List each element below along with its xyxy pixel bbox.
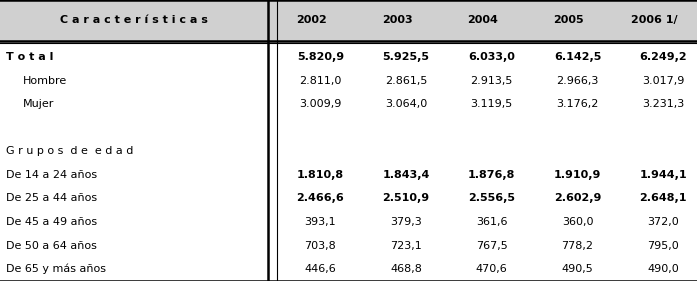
Text: 5.820,9: 5.820,9 (297, 52, 344, 62)
Text: 2.913,5: 2.913,5 (470, 76, 513, 86)
Text: 470,6: 470,6 (476, 264, 507, 274)
Text: 723,1: 723,1 (390, 241, 422, 251)
Text: 2.556,5: 2.556,5 (468, 194, 515, 203)
Text: 3.231,3: 3.231,3 (642, 99, 684, 109)
Text: 2.811,0: 2.811,0 (299, 76, 342, 86)
Text: 1.910,9: 1.910,9 (554, 170, 601, 180)
Text: 446,6: 446,6 (305, 264, 336, 274)
Text: 2.602,9: 2.602,9 (554, 194, 601, 203)
Bar (0, 0, 697, 41)
Text: 2.648,1: 2.648,1 (639, 194, 687, 203)
Text: 1.810,8: 1.810,8 (297, 170, 344, 180)
Text: 6.033,0: 6.033,0 (468, 52, 515, 62)
Text: 468,8: 468,8 (390, 264, 422, 274)
Text: 3.064,0: 3.064,0 (385, 99, 427, 109)
Text: 2002: 2002 (296, 15, 327, 25)
Text: 2004: 2004 (467, 15, 498, 25)
Text: 778,2: 778,2 (562, 241, 593, 251)
Text: T o t a l: T o t a l (6, 52, 53, 62)
Text: De 25 a 44 años: De 25 a 44 años (6, 194, 97, 203)
Text: 2006 1/: 2006 1/ (631, 15, 677, 25)
Text: 393,1: 393,1 (305, 217, 336, 227)
Text: De 50 a 64 años: De 50 a 64 años (6, 241, 96, 251)
Text: 703,8: 703,8 (305, 241, 336, 251)
Text: 1.944,1: 1.944,1 (639, 170, 687, 180)
Text: De 65 y más años: De 65 y más años (6, 264, 105, 275)
Text: 3.119,5: 3.119,5 (470, 99, 513, 109)
Text: 490,0: 490,0 (648, 264, 679, 274)
Text: C a r a c t e r í s t i c a s: C a r a c t e r í s t i c a s (60, 15, 208, 25)
Text: 2005: 2005 (553, 15, 583, 25)
Text: Mujer: Mujer (23, 99, 54, 109)
Text: 795,0: 795,0 (648, 241, 679, 251)
Text: De 14 a 24 años: De 14 a 24 años (6, 170, 97, 180)
Text: 767,5: 767,5 (476, 241, 507, 251)
Text: 2.861,5: 2.861,5 (385, 76, 427, 86)
Text: G r u p o s  d e  e d a d: G r u p o s d e e d a d (6, 146, 133, 156)
Text: 2.466,6: 2.466,6 (296, 194, 344, 203)
Text: 5.925,5: 5.925,5 (383, 52, 429, 62)
Text: 379,3: 379,3 (390, 217, 422, 227)
Text: 6.142,5: 6.142,5 (554, 52, 601, 62)
Text: De 45 a 49 años: De 45 a 49 años (6, 217, 97, 227)
Text: 2.510,9: 2.510,9 (383, 194, 429, 203)
Text: 1.876,8: 1.876,8 (468, 170, 515, 180)
Text: 490,5: 490,5 (562, 264, 593, 274)
Text: 3.017,9: 3.017,9 (642, 76, 684, 86)
Text: 372,0: 372,0 (648, 217, 679, 227)
Text: 360,0: 360,0 (562, 217, 593, 227)
Text: Hombre: Hombre (23, 76, 67, 86)
Text: 1.843,4: 1.843,4 (383, 170, 429, 180)
Text: 6.249,2: 6.249,2 (639, 52, 687, 62)
Text: 2.966,3: 2.966,3 (556, 76, 599, 86)
Text: 3.009,9: 3.009,9 (299, 99, 342, 109)
Text: 361,6: 361,6 (476, 217, 507, 227)
Text: 3.176,2: 3.176,2 (556, 99, 599, 109)
Text: 2003: 2003 (382, 15, 412, 25)
